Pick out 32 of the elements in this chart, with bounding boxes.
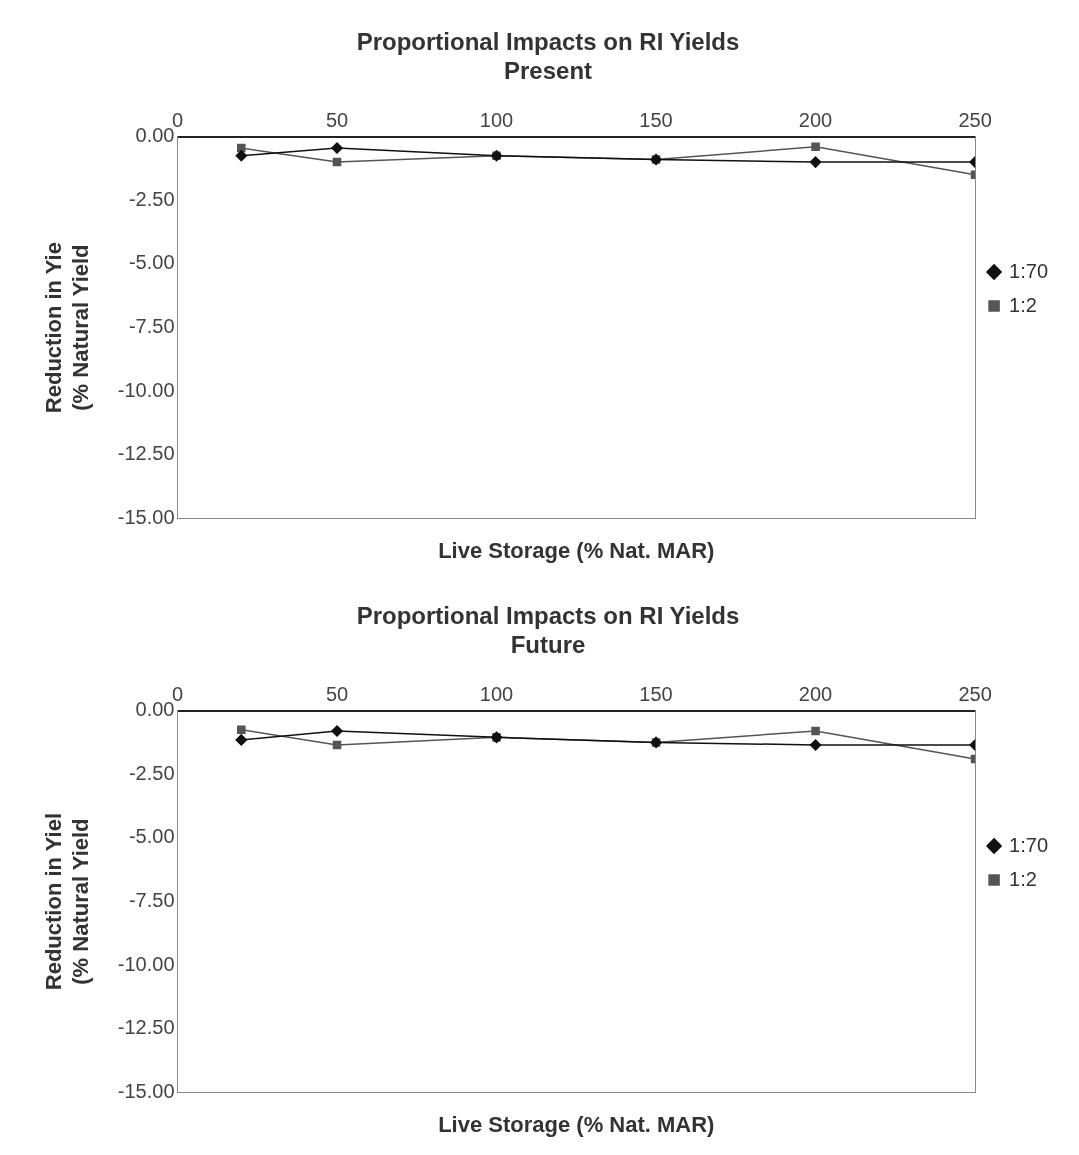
y-tick-label: -10.00 bbox=[117, 952, 175, 975]
x-tick-label: 150 bbox=[639, 109, 673, 132]
legend-label: 1:70 bbox=[1009, 259, 1049, 282]
x-tick-label: 50 bbox=[325, 109, 349, 132]
y-tick-label: -5.00 bbox=[128, 825, 175, 848]
y-tick-label: -7.50 bbox=[128, 889, 175, 912]
y-tick-label: -15.00 bbox=[117, 1080, 175, 1103]
legend-label: 1:2 bbox=[1009, 293, 1037, 316]
x-tick-label: 100 bbox=[479, 109, 514, 132]
x-tick-label: 150 bbox=[639, 683, 673, 706]
chart-title: Proportional Impacts on RI Yields Future bbox=[356, 602, 740, 658]
legend-label: 1:2 bbox=[1009, 867, 1037, 890]
y-tick-label: -15.00 bbox=[117, 506, 175, 529]
y-tick-label: -2.50 bbox=[128, 187, 175, 210]
y-tick-label: -10.00 bbox=[117, 378, 175, 401]
x-tick-label: 100 bbox=[479, 683, 514, 706]
y-axis-title: Reduction in Yie (% Natural Yield bbox=[41, 242, 93, 414]
y-tick-label: -7.50 bbox=[128, 315, 175, 338]
x-axis-title: Live Storage (% Nat. MAR) bbox=[438, 1111, 715, 1137]
x-axis-title: Live Storage (% Nat. MAR) bbox=[438, 537, 715, 563]
y-tick-label: -2.50 bbox=[128, 761, 175, 784]
y-tick-label: -12.50 bbox=[117, 442, 175, 465]
y-tick-label: -5.00 bbox=[128, 251, 175, 274]
x-tick-label: 200 bbox=[798, 683, 833, 706]
x-tick-label: 250 bbox=[958, 683, 992, 706]
y-axis-title: Reduction in Yiel (% Natural Yield bbox=[41, 812, 93, 991]
x-tick-label: 200 bbox=[798, 109, 833, 132]
y-tick-label: -12.50 bbox=[117, 1016, 175, 1039]
chart-title: Proportional Impacts on RI Yields Present bbox=[356, 28, 740, 84]
legend-label: 1:70 bbox=[1009, 833, 1049, 856]
x-tick-label: 250 bbox=[958, 109, 992, 132]
x-tick-label: 50 bbox=[325, 683, 349, 706]
